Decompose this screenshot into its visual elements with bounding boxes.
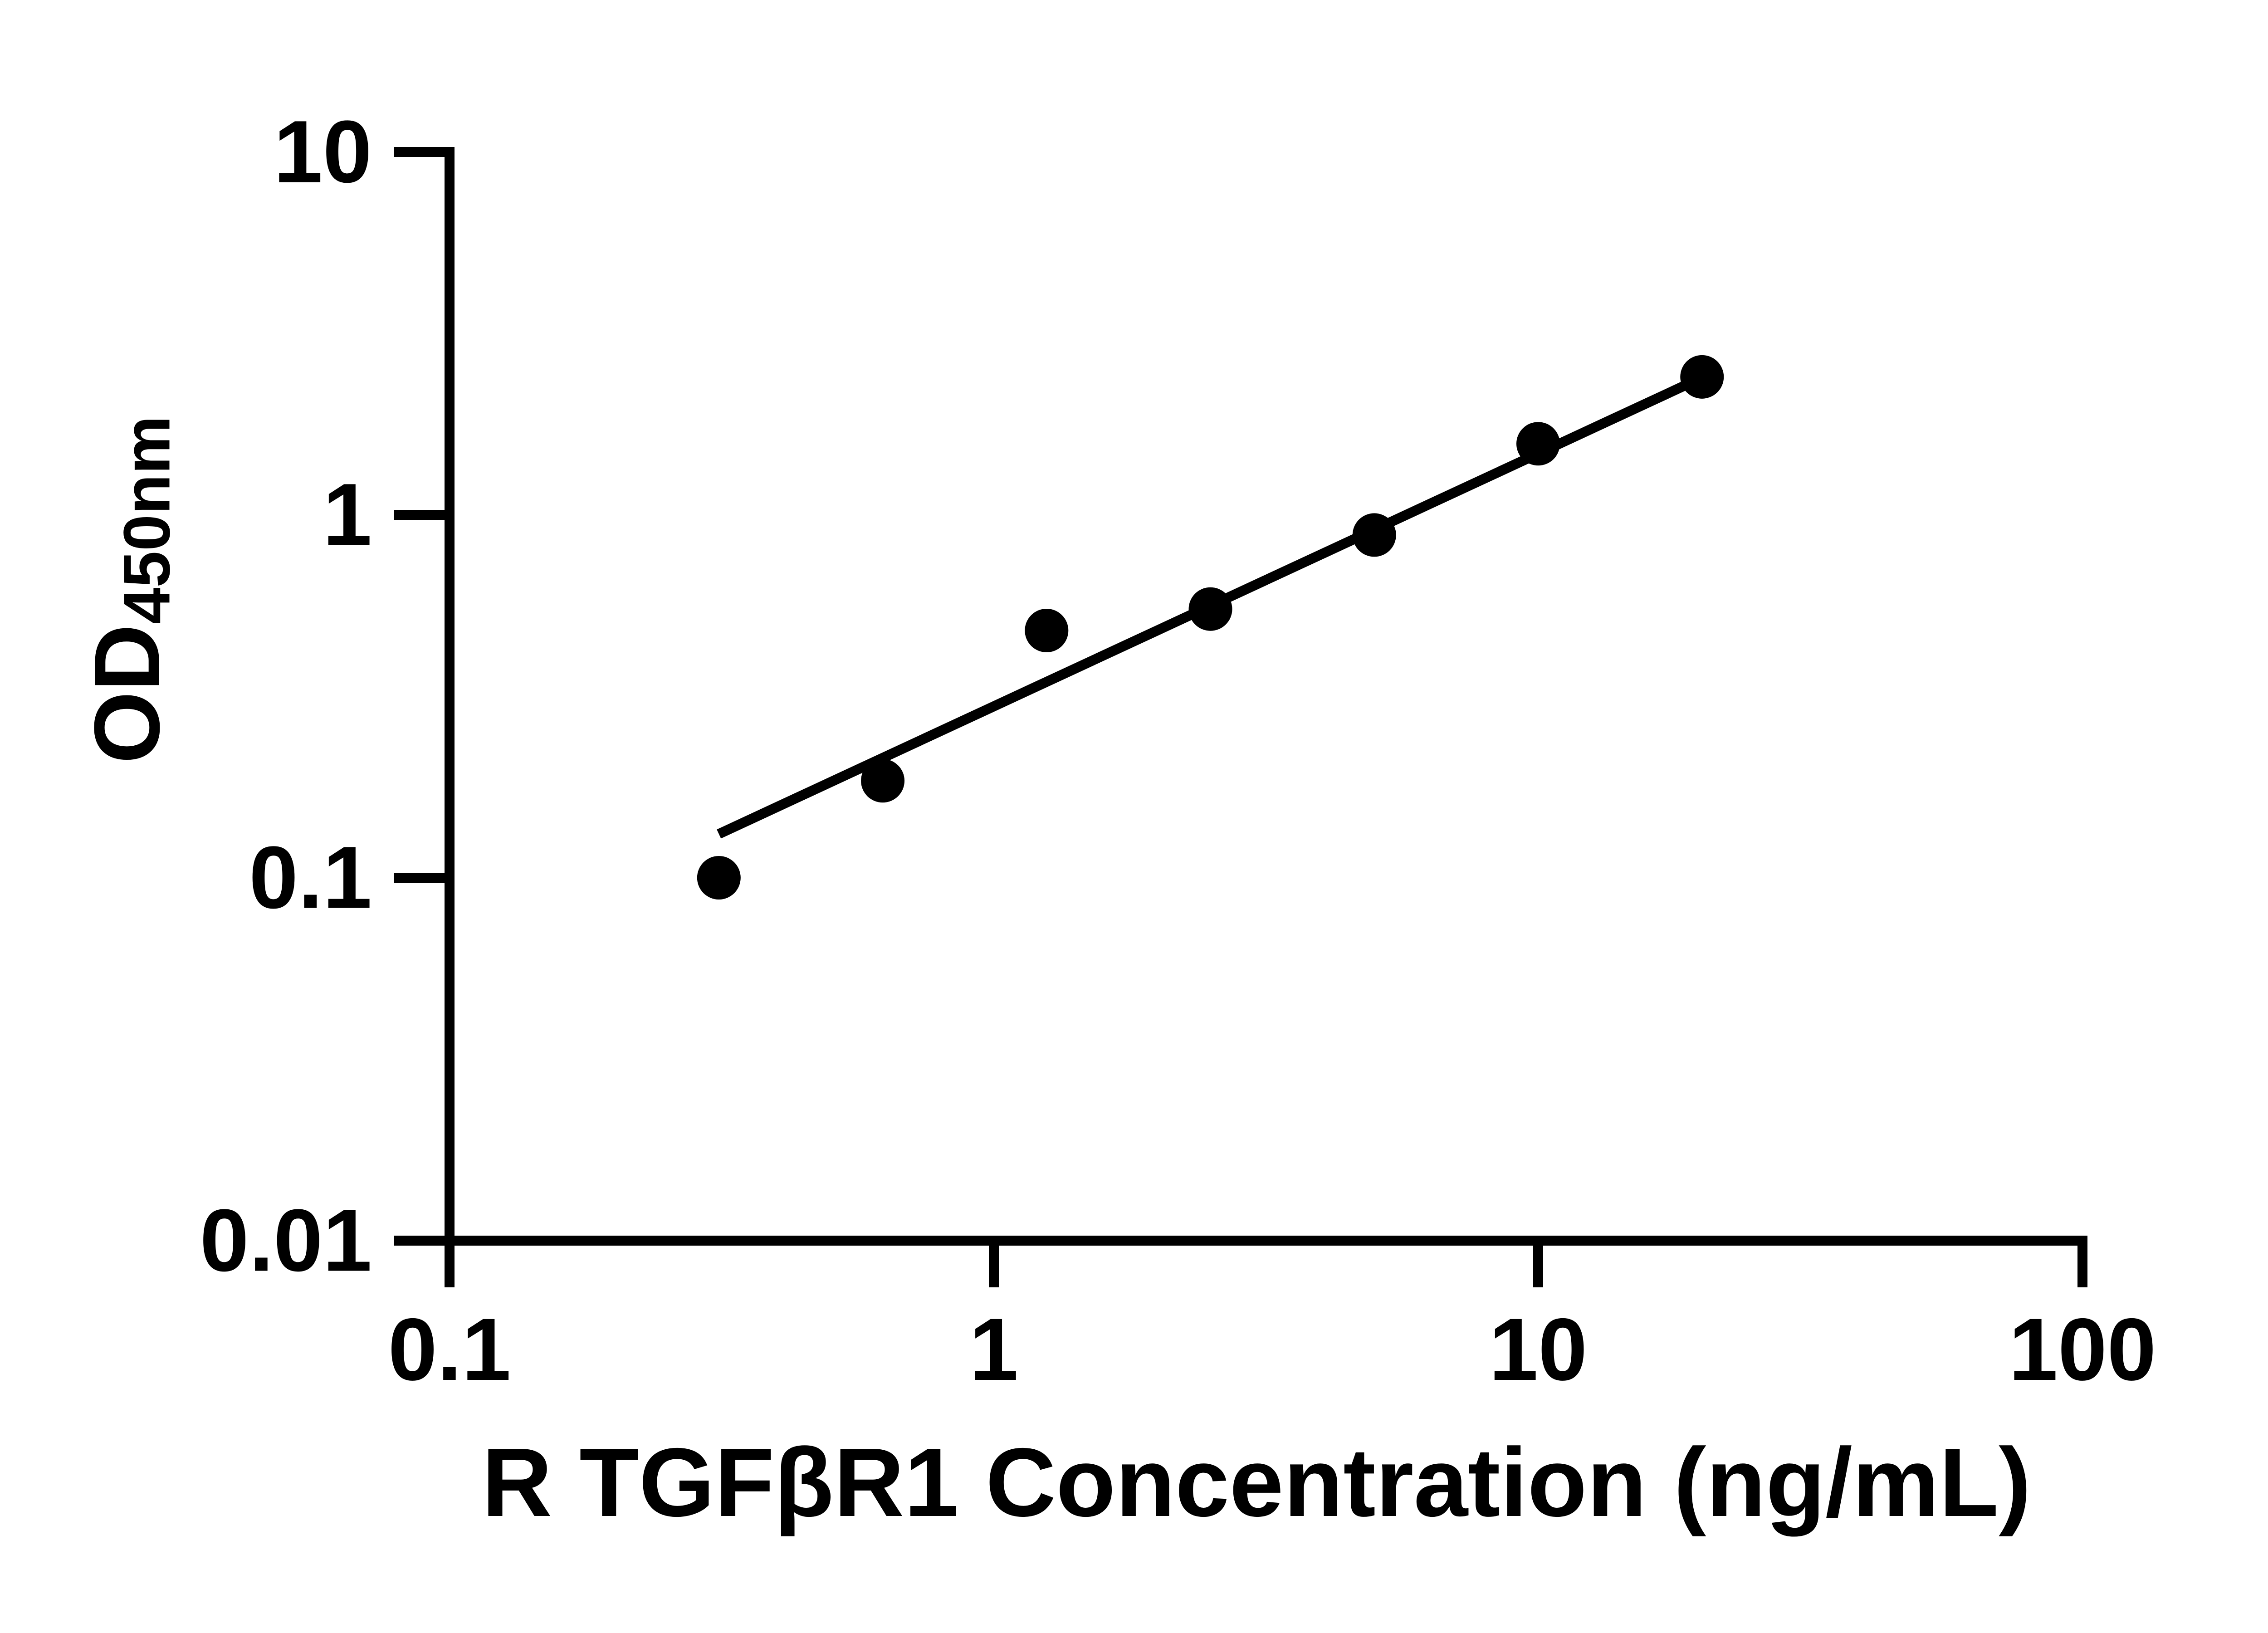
x-tick-mark: [989, 1246, 999, 1287]
x-tick-mark: [445, 1246, 455, 1287]
y-tick-mark: [394, 1236, 445, 1246]
data-point: [1680, 355, 1724, 399]
y-axis-title-main: OD: [75, 624, 179, 764]
x-tick-mark: [1533, 1246, 1543, 1287]
y-axis-line: [445, 147, 455, 1246]
x-axis-line: [445, 1236, 2087, 1246]
y-tick-mark: [394, 873, 445, 883]
data-point: [861, 759, 905, 803]
data-point: [1516, 422, 1560, 466]
x-tick-label: 100: [2009, 1300, 2156, 1399]
y-tick-label: 10: [274, 102, 372, 201]
y-tick-label: 0.1: [249, 828, 372, 927]
y-tick-mark: [394, 510, 445, 520]
data-point: [1188, 587, 1232, 631]
x-tick-label: 10: [1489, 1300, 1588, 1399]
y-tick-label: 0.01: [200, 1191, 372, 1290]
x-axis-title: R TGFβR1 Concentration (ng/mL): [482, 1428, 2031, 1537]
y-axis-title-subscript: 450nm: [110, 416, 184, 624]
y-tick-label: 1: [323, 465, 372, 564]
x-tick-label: 1: [969, 1300, 1019, 1399]
data-point: [1025, 609, 1069, 653]
data-point: [1352, 513, 1396, 557]
data-point: [697, 856, 741, 900]
y-axis-title: OD450nm: [75, 416, 184, 764]
y-tick-mark: [394, 147, 445, 157]
x-tick-mark: [2077, 1246, 2087, 1287]
x-tick-label: 0.1: [388, 1300, 511, 1399]
